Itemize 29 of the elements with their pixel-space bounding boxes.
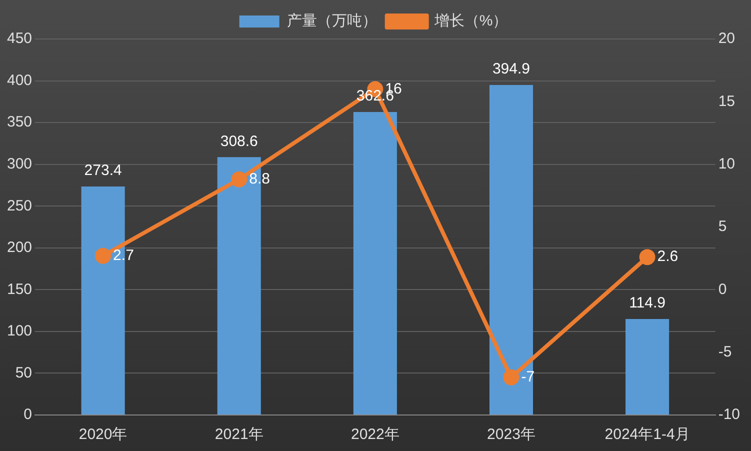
data-label: 394.9 xyxy=(492,60,530,78)
y-tick-label: 100 xyxy=(6,322,32,340)
y-tick-label: 50 xyxy=(15,364,32,382)
y-tick-label: 300 xyxy=(6,155,32,172)
y2-tick-label: 0 xyxy=(718,280,727,298)
data-label: 114.9 xyxy=(629,294,666,312)
y-tick-label: 350 xyxy=(6,114,32,131)
y-tick-label: 0 xyxy=(24,406,32,424)
y-tick-label: 150 xyxy=(6,280,32,298)
y2-tick-label: 15 xyxy=(718,92,736,110)
data-label: 2.6 xyxy=(657,248,678,266)
y-tick-label: 200 xyxy=(6,239,32,256)
legend-label: 产量（万吨） xyxy=(286,12,377,30)
legend-label: 增长（%） xyxy=(433,12,508,30)
y2-tick-label: -10 xyxy=(718,406,740,424)
data-label: 308.6 xyxy=(220,132,258,150)
y-tick-label: 400 xyxy=(6,72,32,89)
y-tick-label: 450 xyxy=(6,30,32,48)
x-tick-label: 2024年1-4月 xyxy=(604,426,690,444)
y2-tick-label: 20 xyxy=(718,30,736,48)
x-tick-label: 2021年 xyxy=(214,426,264,444)
y2-tick-label: -5 xyxy=(718,343,732,360)
x-tick-label: 2023年 xyxy=(487,426,536,444)
y2-tick-label: 10 xyxy=(718,155,736,172)
x-tick-label: 2020年 xyxy=(78,426,128,444)
y2-tick-label: 5 xyxy=(718,218,727,236)
y-tick-label: 250 xyxy=(6,197,32,214)
data-label: 273.4 xyxy=(84,162,122,180)
x-tick-label: 2022年 xyxy=(350,426,400,444)
